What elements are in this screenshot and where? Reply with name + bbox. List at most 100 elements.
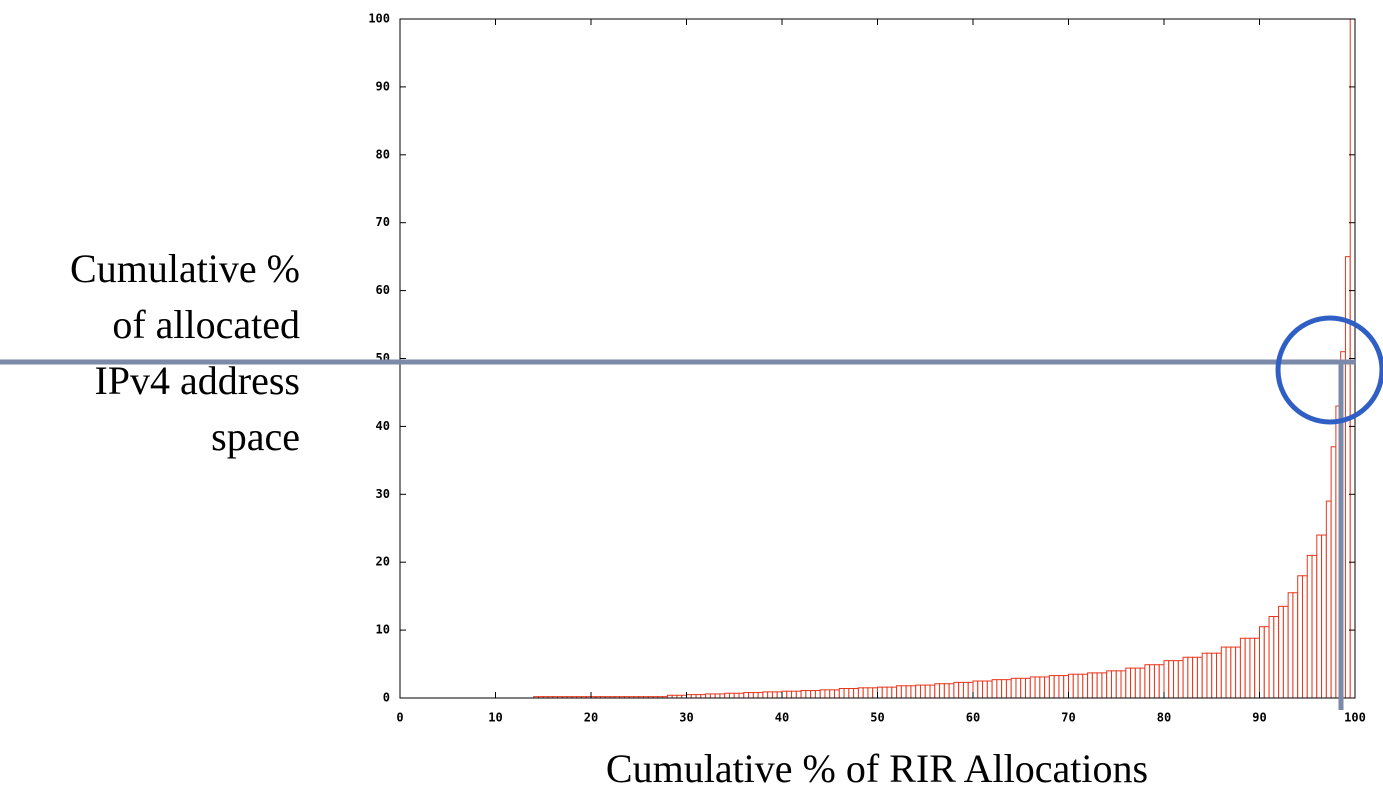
- bar-segment: [1153, 664, 1160, 699]
- bar-segment: [1101, 672, 1108, 699]
- x-tick-label: 0: [396, 711, 403, 725]
- bar: [705, 693, 726, 699]
- annotation: [0, 315, 1383, 710]
- bar: [1048, 675, 1069, 699]
- bar-segment: [728, 692, 735, 699]
- bar-segment: [1216, 652, 1222, 699]
- bar-segment: [1173, 660, 1179, 699]
- y-tick-label: 90: [376, 79, 390, 93]
- y-axis-label: IPv4 address: [94, 358, 300, 403]
- bar-segment: [1292, 592, 1299, 699]
- y-tick-label: 40: [376, 419, 390, 433]
- x-tick-label: 60: [966, 711, 980, 725]
- bar: [1287, 592, 1299, 699]
- bar-segment: [877, 686, 883, 699]
- y-tick-label: 80: [376, 147, 390, 161]
- bar-segment: [1096, 672, 1103, 699]
- bar-segment: [1115, 670, 1122, 699]
- bar-segment: [1177, 660, 1184, 699]
- y-axis-label: of allocated: [112, 302, 300, 347]
- bar-segment: [1244, 637, 1251, 699]
- x-tick-label: 10: [488, 711, 502, 725]
- bar: [724, 692, 745, 699]
- bar-segment: [967, 681, 974, 699]
- bar-segment: [1321, 534, 1327, 699]
- bar-segment: [1306, 554, 1313, 699]
- bar-segment: [1044, 676, 1050, 699]
- bar: [1268, 616, 1280, 699]
- bar-segment: [709, 693, 716, 699]
- bar: [686, 694, 707, 699]
- bar-segment: [1206, 652, 1213, 699]
- bar-segment: [1106, 670, 1112, 699]
- bar: [877, 686, 898, 699]
- bar: [1239, 637, 1260, 699]
- bar-segment: [915, 684, 921, 699]
- bar-segment: [724, 692, 730, 699]
- bar-segment: [919, 684, 926, 699]
- bar-segment: [848, 687, 855, 699]
- bar-segment: [1297, 575, 1303, 699]
- bar-segment: [829, 689, 836, 699]
- bar-segment: [824, 689, 831, 699]
- bar-segment: [791, 690, 797, 699]
- bar-segment: [934, 683, 941, 699]
- bar: [953, 681, 974, 699]
- bar-segment: [1325, 500, 1332, 699]
- bar-segment: [958, 681, 964, 699]
- bar-segment: [1239, 637, 1246, 699]
- bar-segment: [1220, 646, 1227, 699]
- bar-segment: [886, 686, 893, 699]
- bar: [743, 692, 764, 699]
- bar-segment: [1168, 660, 1175, 699]
- bar-segment: [1139, 667, 1146, 699]
- bar-segment: [1211, 652, 1218, 699]
- bar-segment: [1330, 446, 1337, 699]
- bar-segment: [1068, 673, 1074, 699]
- bar-segment: [1278, 605, 1284, 699]
- bar-segment: [924, 684, 931, 699]
- bar-segment: [757, 692, 764, 699]
- bar-segment: [1249, 637, 1256, 699]
- x-axis-label: Cumulative % of RIR Allocations: [606, 746, 1148, 791]
- bar-segment: [1301, 575, 1308, 699]
- y-tick-label: 100: [368, 12, 390, 26]
- x-tick-label: 30: [679, 711, 693, 725]
- bar-segment: [1163, 660, 1170, 699]
- bar-segment: [872, 687, 878, 699]
- bar: [781, 690, 802, 699]
- bar-segment: [1077, 673, 1084, 699]
- bar-segment: [1196, 656, 1203, 699]
- highlight-circle: [1275, 315, 1383, 425]
- bar: [800, 690, 821, 699]
- bar-segment: [1134, 667, 1141, 699]
- bar-segment: [1268, 616, 1275, 699]
- bar-segment: [1149, 664, 1155, 699]
- bar-segment: [939, 683, 945, 699]
- bar-segment: [1254, 637, 1260, 699]
- x-tick-label: 100: [1344, 711, 1366, 725]
- x-tick-label: 40: [775, 711, 789, 725]
- bar: [1068, 673, 1089, 699]
- bar: [991, 679, 1012, 699]
- bar: [1330, 446, 1337, 699]
- y-tick-label: 20: [376, 555, 390, 569]
- bar-segment: [929, 684, 936, 699]
- bar-segment: [1158, 664, 1165, 699]
- y-tick-label: 60: [376, 283, 390, 297]
- bar: [1010, 677, 1031, 699]
- bar-segment: [1110, 670, 1117, 699]
- bar-segment: [1130, 667, 1136, 699]
- bar-segment: [986, 680, 993, 699]
- bar-segment: [719, 693, 726, 699]
- x-tick-label: 70: [1061, 711, 1075, 725]
- bar: [1163, 660, 1184, 699]
- bar-segment: [910, 685, 917, 699]
- bar: [857, 687, 878, 699]
- bar-segment: [1287, 592, 1294, 699]
- bar-segment: [1020, 677, 1027, 699]
- bar-segment: [896, 685, 902, 699]
- bar-segment: [977, 680, 984, 699]
- x-tick-label: 80: [1157, 711, 1171, 725]
- bar-segment: [991, 679, 998, 699]
